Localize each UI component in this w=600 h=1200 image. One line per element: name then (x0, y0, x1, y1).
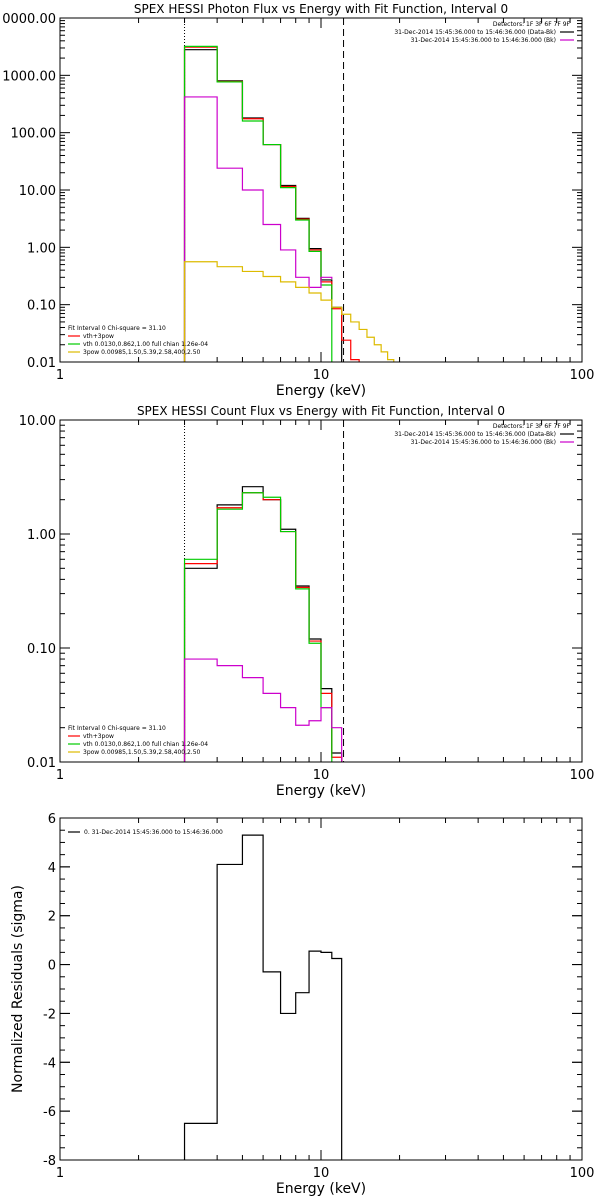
legend-entry: 3pow 0.00985,1.50,5.39,2.58,400,2.50 (83, 349, 201, 356)
y-tick-label: 0.01 (27, 356, 56, 371)
series-line-2 (183, 46, 360, 362)
series-line-3 (183, 45, 352, 362)
legend-entry: 31-Dec-2014 15:45:36.000 to 15:46:36.000… (411, 439, 556, 446)
series-line-3 (183, 492, 333, 762)
y-tick-label: 100.00 (11, 127, 57, 142)
y-tick-label: 4 (48, 861, 56, 876)
y-tick-label: 0.10 (27, 299, 56, 314)
x-tick-label: 100 (570, 768, 595, 783)
x-tick-label: 10 (313, 368, 330, 383)
y-tick-label: -8 (43, 1154, 56, 1169)
series-line-1 (183, 49, 343, 362)
legend-entry: Fit Interval 0 Chi-square = 31.10 (68, 725, 166, 732)
legend-entry: 0. 31-Dec-2014 15:45:36.000 to 15:46:36.… (84, 829, 223, 836)
y-tick-label: 10.00 (19, 184, 56, 199)
y-tick-label: 0.10 (27, 642, 56, 657)
y-tick-label: -4 (43, 1056, 56, 1071)
series-line-1 (183, 834, 343, 1160)
series-line-2 (183, 492, 343, 762)
x-tick-label: 10 (313, 1166, 330, 1181)
legend-entry: vth 0.0130,0.862,1.00 full chian 1.26e-0… (83, 741, 208, 748)
chart-panel-3: 1 10 100 6 4 2 0 -2 -4 -6 -8 Energy (keV) Normalized… (10, 812, 594, 1197)
y-tick-label: 10.00 (19, 414, 56, 429)
plot-frame (59, 419, 583, 763)
legend-entry: 3pow 0.00985,1.50,5.39,2.58,400,2.50 (83, 749, 201, 756)
legend-entry: vth+3pow (83, 333, 114, 340)
chart-title: SPEX HESSI Count Flux vs Energy with Fit… (137, 404, 505, 418)
y-tick-label: 0000.00 (2, 12, 56, 27)
series-line-4 (183, 96, 333, 362)
series-line-1 (183, 486, 343, 762)
y-tick-label: 2 (48, 910, 56, 925)
y-tick-label: -2 (43, 1007, 56, 1022)
y-tick-label: 1000.00 (2, 69, 56, 84)
plot-frame (59, 817, 583, 1161)
series-line-4 (183, 658, 343, 762)
legend-entry: Detectors: 1F 3F 6F 7F 9F (493, 423, 571, 430)
plot-frame (59, 17, 583, 363)
legend-entry: vth 0.0130,0.862,1.00 full chian 1.26e-0… (83, 341, 208, 348)
chart-title: SPEX HESSI Photon Flux vs Energy with Fi… (134, 2, 508, 16)
legend-entry: vth+3pow (83, 733, 114, 740)
x-axis-label: Energy (keV) (276, 783, 366, 799)
x-tick-label: 100 (570, 368, 595, 383)
y-axis-label: Normalized Residuals (sigma) (10, 885, 26, 1093)
legend-entry: 31-Dec-2014 15:45:36.000 to 15:46:36.000… (394, 29, 556, 36)
x-axis-label: Energy (keV) (276, 1181, 366, 1197)
chart-panel-2: SPEX HESSI Count Flux vs Energy with Fit… (19, 404, 595, 799)
y-tick-label: 0 (48, 959, 56, 974)
y-tick-label: 0.01 (27, 756, 56, 771)
x-axis-label: Energy (keV) (276, 383, 366, 399)
legend-entry: 31-Dec-2014 15:45:36.000 to 15:46:36.000… (394, 431, 556, 438)
y-tick-label: 6 (48, 812, 56, 827)
legend-entry: Fit Interval 0 Chi-square = 31.10 (68, 325, 166, 332)
series-line-5 (183, 261, 401, 362)
x-tick-label: 1 (56, 1166, 64, 1181)
y-tick-label: -6 (43, 1105, 56, 1120)
legend-entry: 31-Dec-2014 15:45:36.000 to 15:46:36.000… (411, 37, 556, 44)
legend-entry: Detectors: 1F 3F 6F 7F 9F (493, 21, 571, 28)
x-tick-label: 100 (570, 1166, 595, 1181)
x-tick-label: 10 (313, 768, 330, 783)
y-tick-label: 1.00 (27, 241, 56, 256)
y-tick-label: 1.00 (27, 528, 56, 543)
x-tick-label: 1 (56, 368, 64, 383)
chart-panel-1: SPEX HESSI Photon Flux vs Energy with Fi… (2, 2, 595, 399)
x-tick-label: 1 (56, 768, 64, 783)
